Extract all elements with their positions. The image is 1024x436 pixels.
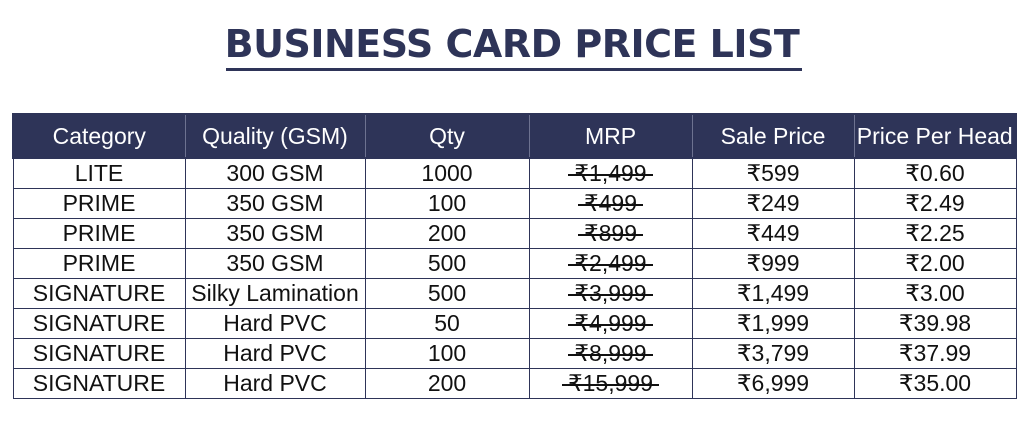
cell-category: SIGNATURE xyxy=(12,308,186,339)
cell-mrp: ₹1,499 xyxy=(528,157,693,189)
cell-quality: Hard PVC xyxy=(184,368,366,399)
cell-sale-price: ₹1,999 xyxy=(691,308,855,339)
cell-category: SIGNATURE xyxy=(12,278,186,309)
cell-qty: 200 xyxy=(364,218,530,249)
cell-sale-price: ₹999 xyxy=(691,248,855,279)
table-row: SIGNATURE Hard PVC 200 ₹15,999 ₹6,999 ₹3… xyxy=(12,368,1017,399)
cell-quality: Hard PVC xyxy=(184,308,366,339)
cell-qty: 50 xyxy=(364,308,530,339)
cell-sale-price: ₹1,499 xyxy=(691,278,855,309)
cell-category: SIGNATURE xyxy=(12,368,186,399)
table-row: PRIME 350 GSM 500 ₹2,499 ₹999 ₹2.00 xyxy=(12,248,1017,279)
page-title: BUSINESS CARD PRICE LIST xyxy=(224,22,800,66)
mrp-strikethrough-value: ₹4,999 xyxy=(568,310,653,336)
cell-sale-price: ₹599 xyxy=(691,157,855,189)
mrp-strikethrough-value: ₹2,499 xyxy=(568,250,653,276)
cell-quality: 300 GSM xyxy=(184,157,366,189)
title-underline xyxy=(226,68,802,71)
mrp-strikethrough-value: ₹15,999 xyxy=(562,370,659,396)
cell-sale-price: ₹3,799 xyxy=(691,338,855,369)
table-row: PRIME 350 GSM 100 ₹499 ₹249 ₹2.49 xyxy=(12,188,1017,219)
table-row: PRIME 350 GSM 200 ₹899 ₹449 ₹2.25 xyxy=(12,218,1017,249)
mrp-strikethrough-value: ₹3,999 xyxy=(568,280,653,306)
column-header-mrp: MRP xyxy=(528,113,693,159)
cell-category: LITE xyxy=(12,157,186,189)
column-header-sale-price: Sale Price xyxy=(691,113,855,159)
table-body: LITE 300 GSM 1000 ₹1,499 ₹599 ₹0.60 PRIM… xyxy=(12,157,1017,399)
cell-sale-price: ₹449 xyxy=(691,218,855,249)
table-header: Category Quality (GSM) Qty MRP Sale Pric… xyxy=(12,113,1017,159)
cell-qty: 100 xyxy=(364,338,530,369)
cell-price-per-head: ₹2.25 xyxy=(853,218,1017,249)
mrp-strikethrough-value: ₹1,499 xyxy=(568,160,653,186)
column-header-price-per-head: Price Per Head xyxy=(853,113,1017,159)
cell-quality: Hard PVC xyxy=(184,338,366,369)
cell-category: PRIME xyxy=(12,218,186,249)
cell-price-per-head: ₹35.00 xyxy=(853,368,1017,399)
cell-price-per-head: ₹39.98 xyxy=(853,308,1017,339)
cell-price-per-head: ₹2.49 xyxy=(853,188,1017,219)
mrp-strikethrough-value: ₹899 xyxy=(577,220,644,246)
mrp-strikethrough-value: ₹8,999 xyxy=(568,340,653,366)
cell-quality: 350 GSM xyxy=(184,188,366,219)
cell-price-per-head: ₹2.00 xyxy=(853,248,1017,279)
cell-quality: Silky Lamination xyxy=(184,278,366,309)
cell-price-per-head: ₹3.00 xyxy=(853,278,1017,309)
cell-qty: 200 xyxy=(364,368,530,399)
cell-mrp: ₹3,999 xyxy=(528,278,693,309)
cell-mrp: ₹2,499 xyxy=(528,248,693,279)
cell-mrp: ₹8,999 xyxy=(528,338,693,369)
column-header-qty: Qty xyxy=(364,113,530,159)
cell-sale-price: ₹249 xyxy=(691,188,855,219)
cell-mrp: ₹499 xyxy=(528,188,693,219)
table-row: LITE 300 GSM 1000 ₹1,499 ₹599 ₹0.60 xyxy=(12,157,1017,189)
cell-quality: 350 GSM xyxy=(184,248,366,279)
cell-quality: 350 GSM xyxy=(184,218,366,249)
price-table: Category Quality (GSM) Qty MRP Sale Pric… xyxy=(12,113,1017,399)
cell-sale-price: ₹6,999 xyxy=(691,368,855,399)
mrp-strikethrough-value: ₹499 xyxy=(577,190,644,216)
cell-category: PRIME xyxy=(12,188,186,219)
table-row: SIGNATURE Silky Lamination 500 ₹3,999 ₹1… xyxy=(12,278,1017,309)
cell-qty: 500 xyxy=(364,278,530,309)
cell-mrp: ₹4,999 xyxy=(528,308,693,339)
cell-qty: 500 xyxy=(364,248,530,279)
cell-price-per-head: ₹37.99 xyxy=(853,338,1017,369)
cell-qty: 1000 xyxy=(364,157,530,189)
cell-category: SIGNATURE xyxy=(12,338,186,369)
column-header-category: Category xyxy=(12,113,186,159)
header-row: Category Quality (GSM) Qty MRP Sale Pric… xyxy=(12,113,1017,159)
cell-mrp: ₹899 xyxy=(528,218,693,249)
cell-qty: 100 xyxy=(364,188,530,219)
table-row: SIGNATURE Hard PVC 100 ₹8,999 ₹3,799 ₹37… xyxy=(12,338,1017,369)
cell-category: PRIME xyxy=(12,248,186,279)
table-row: SIGNATURE Hard PVC 50 ₹4,999 ₹1,999 ₹39.… xyxy=(12,308,1017,339)
column-header-quality: Quality (GSM) xyxy=(184,113,366,159)
cell-mrp: ₹15,999 xyxy=(528,368,693,399)
cell-price-per-head: ₹0.60 xyxy=(853,157,1017,189)
